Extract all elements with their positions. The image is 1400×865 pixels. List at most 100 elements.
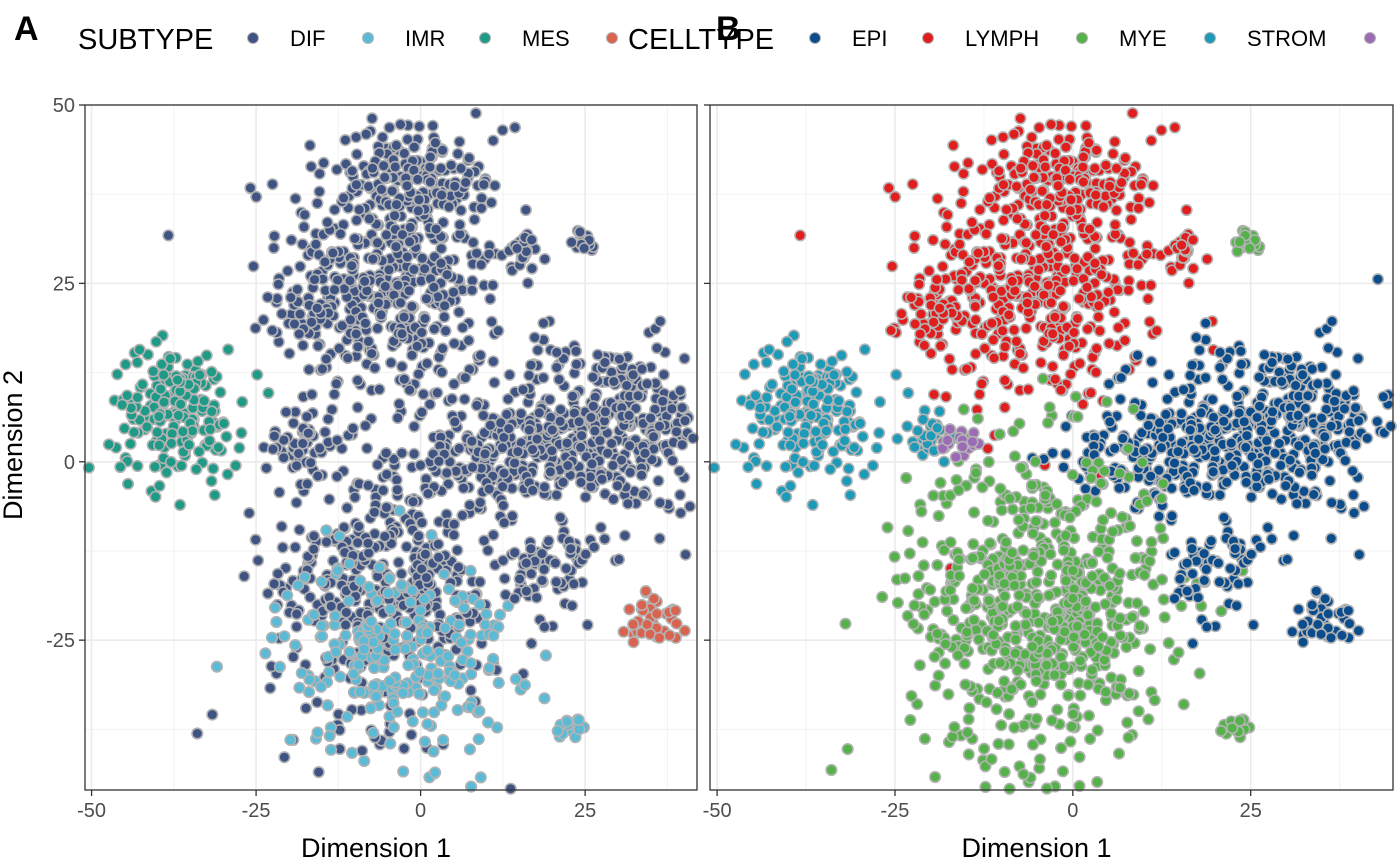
data-point: [998, 675, 1011, 688]
data-point: [1040, 198, 1053, 211]
data-point: [827, 445, 840, 458]
data-point: [794, 229, 807, 242]
data-point: [1224, 562, 1237, 575]
data-point: [1057, 660, 1071, 673]
data-point: [1029, 515, 1042, 528]
data-point: [390, 139, 403, 152]
data-point: [565, 236, 578, 249]
data-point: [442, 582, 456, 596]
data-point: [1173, 572, 1186, 586]
data-point: [1099, 685, 1112, 699]
data-point: [421, 717, 434, 731]
data-point: [221, 468, 234, 481]
data-point: [808, 459, 821, 472]
data-point: [398, 147, 411, 160]
data-point: [1157, 593, 1170, 606]
data-point: [1289, 379, 1302, 392]
data-point: [1162, 422, 1175, 435]
data-point: [484, 419, 497, 432]
data-point: [908, 441, 921, 454]
data-point: [1324, 631, 1338, 644]
data-point: [982, 594, 996, 607]
data-point: [333, 529, 346, 543]
legend-swatch: [1204, 32, 1216, 44]
data-point: [1059, 141, 1072, 154]
data-point: [1071, 620, 1084, 633]
data-point: [606, 459, 620, 472]
data-point: [670, 617, 683, 630]
data-point: [635, 363, 649, 376]
data-point: [561, 459, 574, 472]
data-point: [1057, 349, 1070, 362]
data-point: [1159, 408, 1172, 421]
data-point: [424, 175, 437, 189]
data-point: [438, 567, 451, 581]
data-point: [1371, 415, 1384, 428]
data-point: [1307, 488, 1320, 501]
data-point: [976, 163, 989, 176]
data-point: [441, 268, 454, 281]
data-point: [431, 386, 444, 399]
data-point: [350, 131, 363, 144]
data-point: [952, 283, 965, 296]
data-point: [601, 447, 614, 460]
data-point: [1040, 139, 1053, 152]
data-point: [1006, 503, 1019, 516]
data-point: [173, 498, 187, 512]
data-point: [268, 577, 281, 591]
data-point: [206, 708, 219, 721]
data-point: [1152, 510, 1166, 523]
data-point: [153, 439, 166, 452]
data-point: [1083, 732, 1097, 746]
data-point: [249, 533, 262, 546]
data-point: [305, 388, 319, 401]
data-point: [1305, 469, 1318, 482]
data-point: [1184, 423, 1197, 437]
data-point: [1054, 384, 1067, 397]
data-point: [783, 410, 796, 423]
data-point: [360, 442, 374, 455]
data-point: [1044, 547, 1057, 561]
data-point: [157, 396, 171, 409]
data-point: [992, 164, 1006, 178]
data-point: [452, 561, 465, 574]
data-point: [675, 401, 689, 414]
point-layer: [82, 107, 700, 795]
data-point: [426, 119, 439, 132]
data-point: [394, 296, 407, 309]
x-axis-title: Dimension 1: [301, 833, 451, 863]
data-point: [436, 342, 449, 355]
data-point: [1026, 738, 1040, 751]
legend-entry: MYE: [1076, 26, 1167, 51]
data-point: [368, 361, 381, 375]
data-point: [513, 572, 526, 586]
data-point: [998, 645, 1012, 658]
data-point: [339, 629, 352, 642]
data-point: [473, 704, 486, 718]
data-point: [635, 598, 649, 612]
data-point: [303, 139, 317, 152]
data-point: [858, 343, 872, 356]
data-point: [1059, 529, 1072, 542]
data-point: [324, 743, 338, 756]
data-point: [323, 665, 336, 679]
data-point: [1250, 470, 1263, 484]
data-point: [466, 461, 479, 474]
data-point: [611, 479, 624, 492]
data-point: [946, 730, 959, 743]
data-point: [838, 434, 851, 447]
data-point: [1208, 444, 1221, 457]
data-point: [550, 361, 563, 374]
data-point: [1301, 389, 1314, 402]
data-point: [328, 203, 341, 216]
data-point: [673, 488, 687, 502]
data-point: [1079, 595, 1092, 608]
data-point: [1143, 555, 1156, 568]
data-point: [729, 438, 742, 451]
data-point: [360, 128, 373, 141]
data-point: [1049, 147, 1062, 160]
data-point: [1213, 575, 1226, 589]
data-point: [193, 368, 206, 382]
data-point: [1033, 121, 1046, 134]
data-point: [509, 672, 523, 686]
